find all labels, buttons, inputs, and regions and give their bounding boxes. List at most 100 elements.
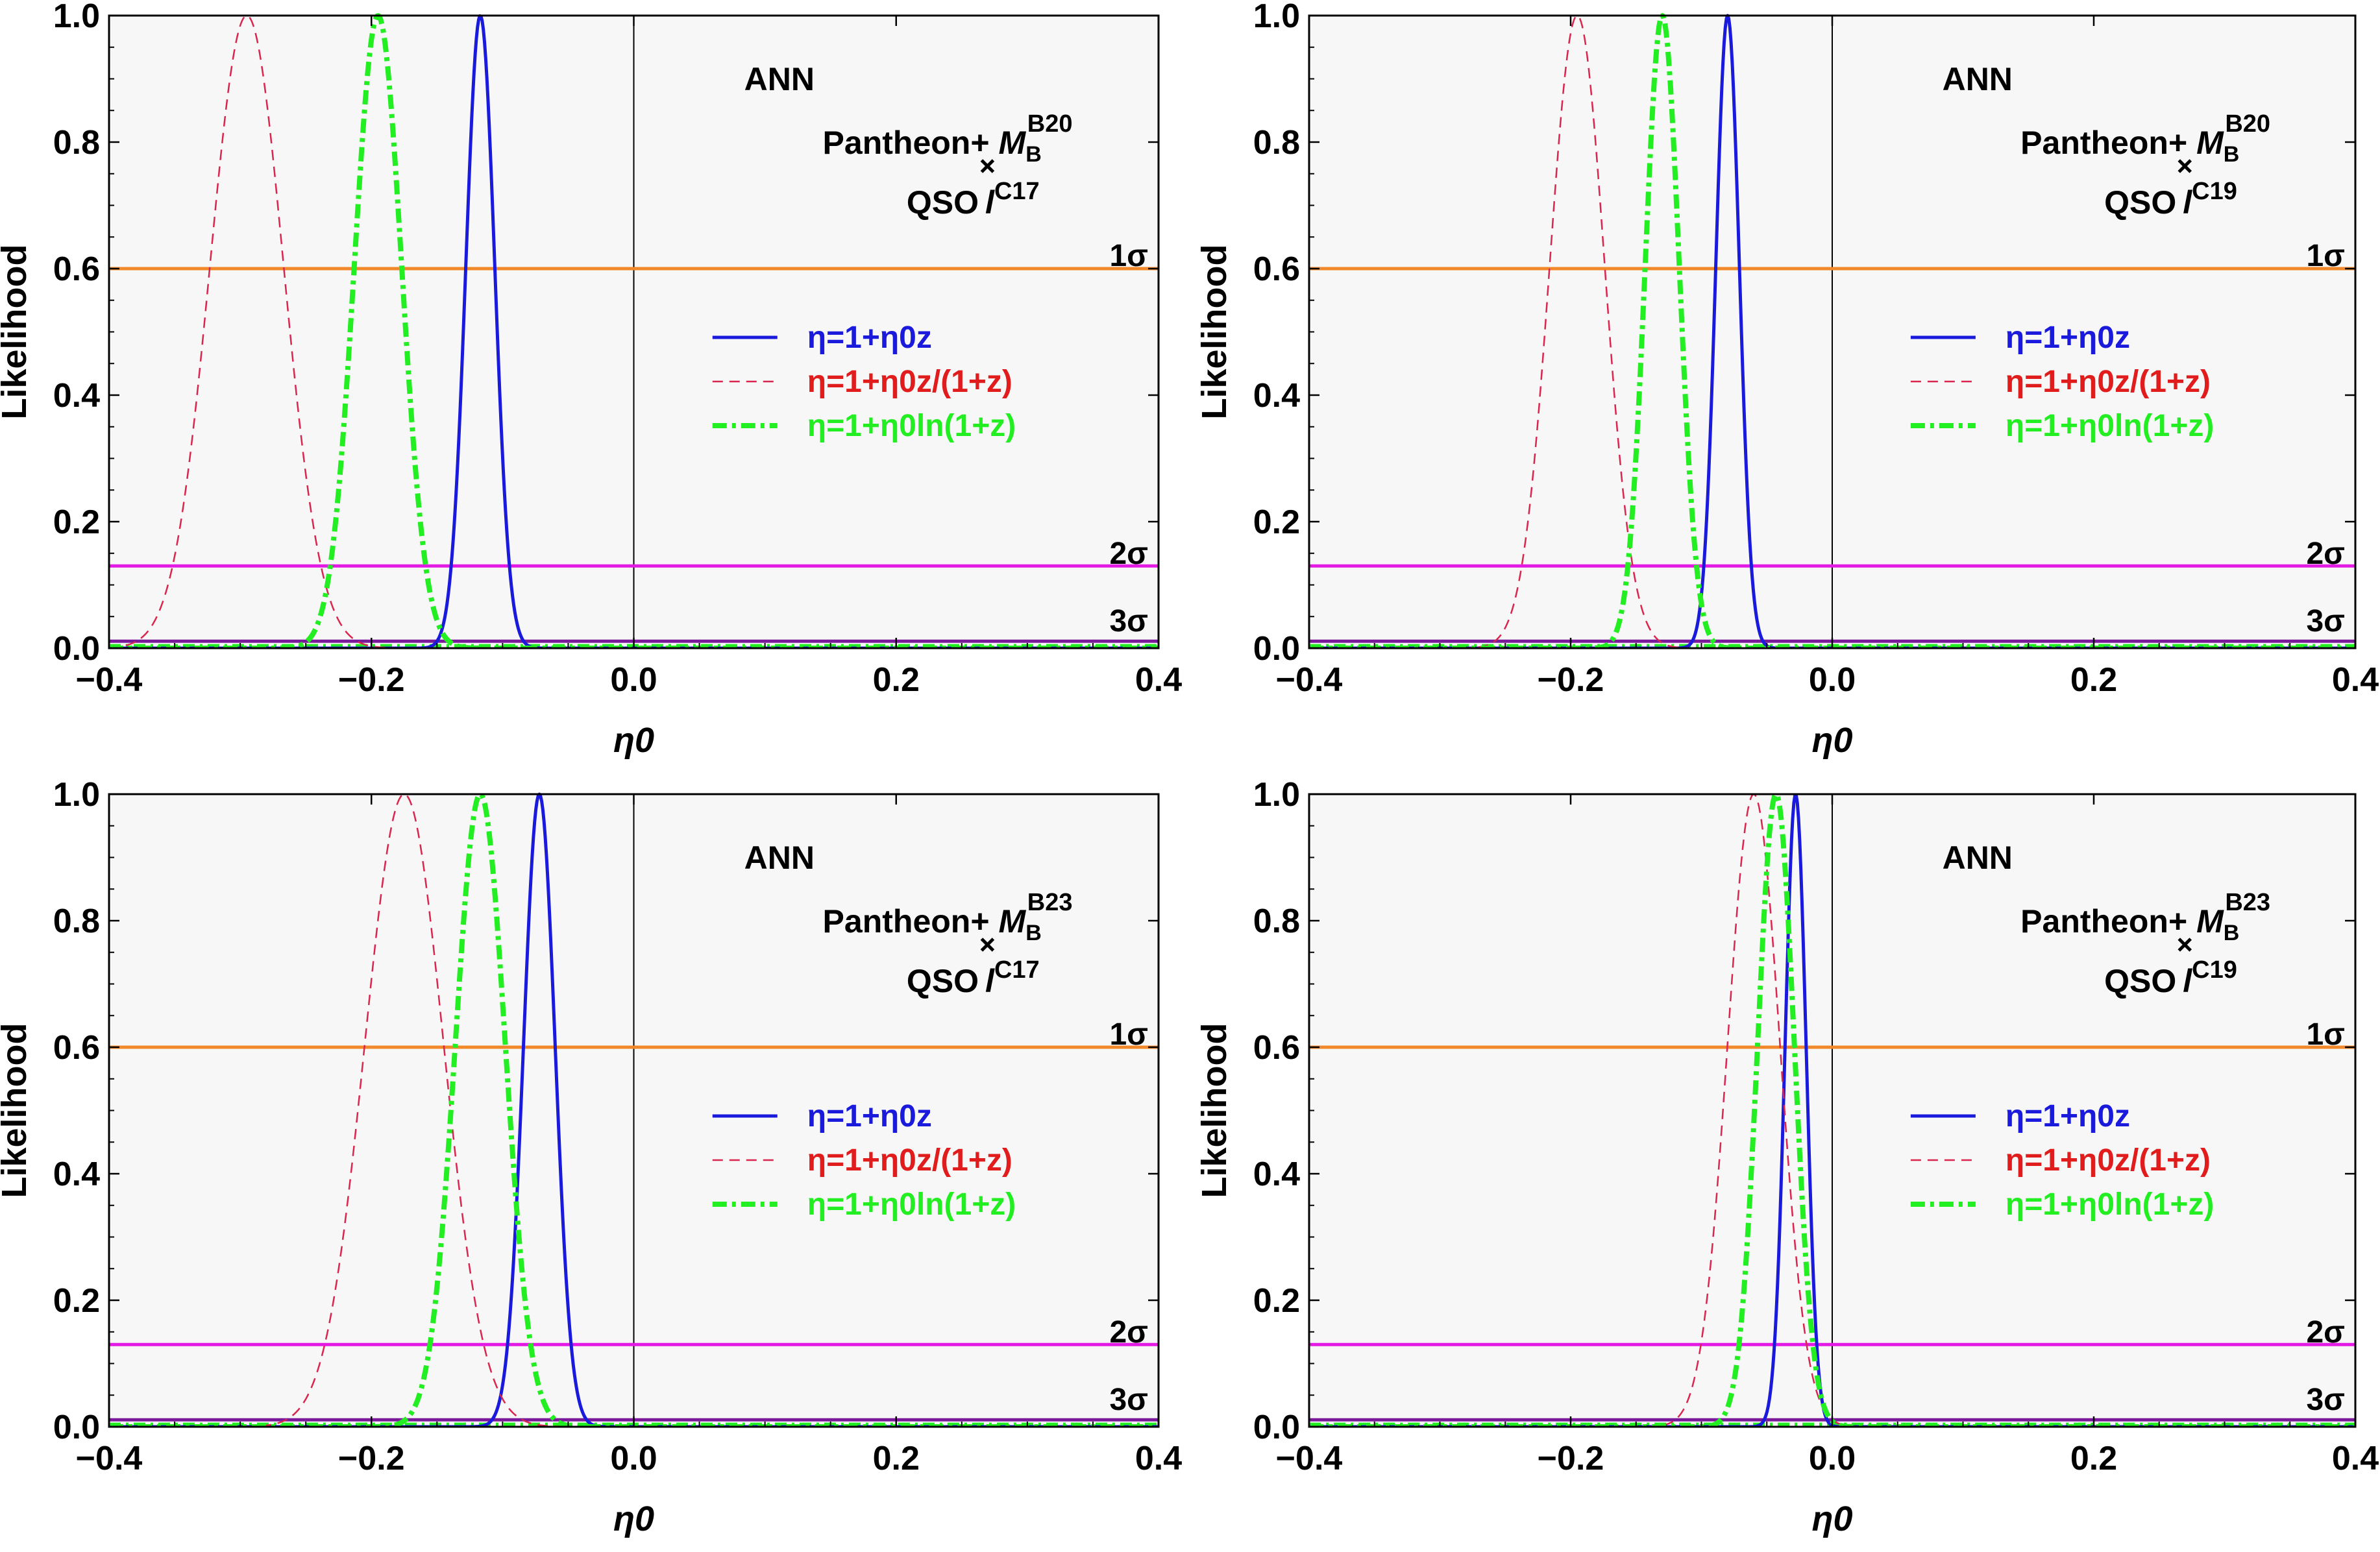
x-axis-label: η0	[1811, 1499, 1852, 1538]
plot-panel-1: −0.4 −0.2 0.0 0.2 0.4 0.0 0.2 0.4 0.6 0.8 1.0 η0 Lik…	[0, 0, 1182, 760]
x-tick-label: 0.2	[873, 1440, 920, 1477]
sigma-label-2: 2σ	[2306, 1315, 2345, 1350]
cross-mark	[2178, 159, 2192, 173]
sigma-label-1: 1σ	[2306, 1017, 2345, 1052]
legend-label-3: η=1+η0ln(1+z)	[2006, 409, 2214, 443]
series-curve-2	[109, 14, 1159, 648]
sigma-label-3: 3σ	[2306, 604, 2345, 638]
legend: η=1+η0z η=1+η0z/(1+z) η=1+η0ln(1+z)	[712, 1099, 1016, 1222]
plot-panel-3: −0.4 −0.2 0.0 0.2 0.4 0.0 0.2 0.4 0.6 0.8 1.0 η0 Lik…	[0, 776, 1182, 1538]
y-tick-label: 0.4	[1253, 377, 1300, 415]
cross-mark	[980, 159, 995, 173]
x-tick-label: −0.2	[1538, 1440, 1604, 1477]
cross-mark	[980, 938, 995, 952]
x-tick-label: −0.2	[1538, 661, 1604, 699]
y-tick-label: 0.4	[53, 1156, 100, 1193]
y-tick-label: 0.6	[53, 250, 100, 288]
x-axis-label: η0	[613, 721, 654, 760]
y-tick-label: 1.0	[53, 776, 100, 814]
y-axis-label: Likelihood	[0, 1023, 34, 1198]
y-tick-label: 0.4	[1253, 1156, 1300, 1193]
series-curve-2	[109, 793, 1159, 1427]
x-tick-label: 0.0	[1809, 1440, 1856, 1477]
sigma-label-2: 2σ	[2306, 537, 2345, 571]
y-tick-label: 0.0	[53, 1409, 100, 1446]
legend-label-2: η=1+η0z/(1+z)	[807, 1143, 1012, 1178]
x-tick-label: −0.4	[76, 661, 143, 699]
y-tick-label: 0.6	[1253, 250, 1300, 288]
legend-label-2: η=1+η0z/(1+z)	[807, 365, 1012, 399]
y-tick-label: 0.8	[1253, 903, 1300, 940]
y-tick-label: 0.2	[1253, 1282, 1300, 1320]
x-tick-label: 0.2	[873, 661, 920, 699]
y-tick-label: 0.4	[53, 377, 100, 415]
legend: η=1+η0z η=1+η0z/(1+z) η=1+η0ln(1+z)	[1910, 321, 2214, 443]
sigma-label-2: 2σ	[1109, 537, 1148, 571]
x-tick-label: −0.4	[1276, 661, 1343, 699]
legend-label-1: η=1+η0z	[2006, 321, 2130, 355]
legend-label-3: η=1+η0ln(1+z)	[2006, 1187, 2214, 1222]
y-tick-label: 0.2	[1253, 503, 1300, 541]
y-tick-label: 0.8	[53, 903, 100, 940]
sigma-label-1: 1σ	[1109, 239, 1148, 273]
legend-label-1: η=1+η0z	[807, 321, 932, 355]
dataset-annotation: Pantheon+ MBB23	[823, 889, 1073, 945]
plot-panel-2: −0.4 −0.2 0.0 0.2 0.4 0.0 0.2 0.4 0.6 0.8 1.0 η0 Lik…	[1195, 0, 2379, 760]
y-tick-label: 0.0	[53, 630, 100, 668]
sigma-label-3: 3σ	[2306, 1383, 2345, 1417]
qso-annotation: QSO lC17	[907, 178, 1040, 221]
x-tick-label: 0.4	[2332, 661, 2379, 699]
y-tick-label: 1.0	[1253, 776, 1300, 814]
y-tick-label: 1.0	[53, 0, 100, 35]
method-annotation: ANN	[1943, 61, 2013, 97]
y-tick-label: 0.6	[1253, 1029, 1300, 1067]
x-tick-label: −0.2	[338, 661, 405, 699]
y-axis-label: Likelihood	[1195, 1023, 1234, 1198]
curves	[109, 792, 1159, 1427]
method-annotation: ANN	[744, 840, 815, 876]
y-tick-label: 0.8	[53, 124, 100, 162]
x-tick-label: −0.4	[1276, 1440, 1343, 1477]
method-annotation: ANN	[744, 61, 815, 97]
legend-label-1: η=1+η0z	[807, 1099, 932, 1134]
x-tick-label: −0.2	[338, 1440, 405, 1477]
y-axis-label: Likelihood	[1195, 245, 1234, 420]
y-tick-label: 0.2	[53, 503, 100, 541]
sigma-label-2: 2σ	[1109, 1315, 1148, 1350]
qso-annotation: QSO lC19	[2104, 178, 2237, 221]
method-annotation: ANN	[1943, 840, 2013, 876]
x-tick-label: 0.0	[1809, 661, 1856, 699]
sigma-label-3: 3σ	[1109, 604, 1148, 638]
sigma-label-1: 1σ	[2306, 239, 2345, 273]
cross-mark	[2178, 938, 2192, 952]
sigma-label-1: 1σ	[1109, 1017, 1148, 1052]
legend-label-3: η=1+η0ln(1+z)	[807, 1187, 1016, 1222]
qso-annotation: QSO lC19	[2104, 956, 2237, 999]
y-tick-label: 0.2	[53, 1282, 100, 1320]
x-tick-label: 0.4	[2332, 1440, 2379, 1477]
legend: η=1+η0z η=1+η0z/(1+z) η=1+η0ln(1+z)	[712, 321, 1016, 443]
dataset-annotation: Pantheon+ MBB20	[823, 110, 1073, 167]
x-tick-label: −0.4	[76, 1440, 143, 1477]
y-axis-label: Likelihood	[0, 245, 34, 420]
dataset-annotation: Pantheon+ MBB20	[2020, 110, 2270, 167]
x-tick-label: 0.4	[1135, 661, 1182, 699]
x-tick-label: 0.2	[2070, 661, 2117, 699]
legend-label-2: η=1+η0z/(1+z)	[2006, 365, 2211, 399]
y-tick-label: 0.0	[1253, 630, 1300, 668]
dataset-annotation: Pantheon+ MBB23	[2020, 889, 2270, 945]
qso-annotation: QSO lC17	[907, 956, 1040, 999]
sigma-label-3: 3σ	[1109, 1383, 1148, 1417]
y-tick-label: 1.0	[1253, 0, 1300, 35]
curves	[1309, 13, 2355, 648]
legend: η=1+η0z η=1+η0z/(1+z) η=1+η0ln(1+z)	[1910, 1099, 2214, 1222]
x-tick-label: 0.2	[2070, 1440, 2117, 1477]
x-axis-label: η0	[1811, 721, 1852, 760]
y-tick-label: 0.6	[53, 1029, 100, 1067]
legend-label-2: η=1+η0z/(1+z)	[2006, 1143, 2211, 1178]
plot-panel-4: −0.4 −0.2 0.0 0.2 0.4 0.0 0.2 0.4 0.6 0.8 1.0 η0 Lik…	[1195, 776, 2379, 1538]
legend-label-3: η=1+η0ln(1+z)	[807, 409, 1016, 443]
x-tick-label: 0.0	[610, 1440, 657, 1477]
y-tick-label: 0.8	[1253, 124, 1300, 162]
